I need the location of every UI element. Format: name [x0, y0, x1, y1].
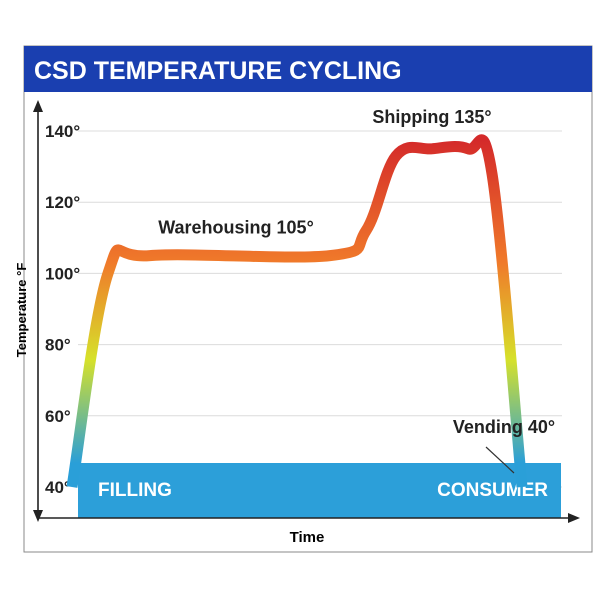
- y-axis-arrow: [33, 100, 43, 112]
- annotations: Warehousing 105° Shipping 135° Vending 40°: [158, 107, 555, 474]
- y-axis-label: Temperature °F: [14, 263, 29, 358]
- y-tick-label: 80°: [45, 336, 71, 355]
- annotation-label: Shipping 135°: [372, 107, 491, 127]
- filling-label: FILLING: [98, 480, 172, 501]
- y-tick-label: 140°: [45, 122, 80, 141]
- chart-title: CSD TEMPERATURE CYCLING: [34, 57, 402, 85]
- y-tick-label: 40°: [45, 478, 71, 497]
- title-bar: [24, 46, 592, 92]
- x-axis-label: Time: [290, 529, 325, 546]
- annotation-label: Vending 40°: [453, 417, 555, 437]
- temperature-curve: [66, 134, 528, 488]
- y-tick-labels: 40° 60° 80° 100° 120° 140°: [45, 122, 80, 497]
- consumer-label: CONSUMER: [437, 480, 548, 501]
- y-tick-label: 100°: [45, 264, 80, 283]
- y-axis-arrow-bottom: [33, 510, 43, 522]
- y-tick-label: 60°: [45, 407, 71, 426]
- annotation-leader-line: [485, 446, 515, 474]
- base-band: [78, 463, 561, 518]
- grid-lines: [78, 130, 562, 488]
- annotation-label: Warehousing 105°: [158, 218, 314, 238]
- x-axis-arrow: [568, 513, 580, 523]
- y-tick-label: 120°: [45, 193, 80, 212]
